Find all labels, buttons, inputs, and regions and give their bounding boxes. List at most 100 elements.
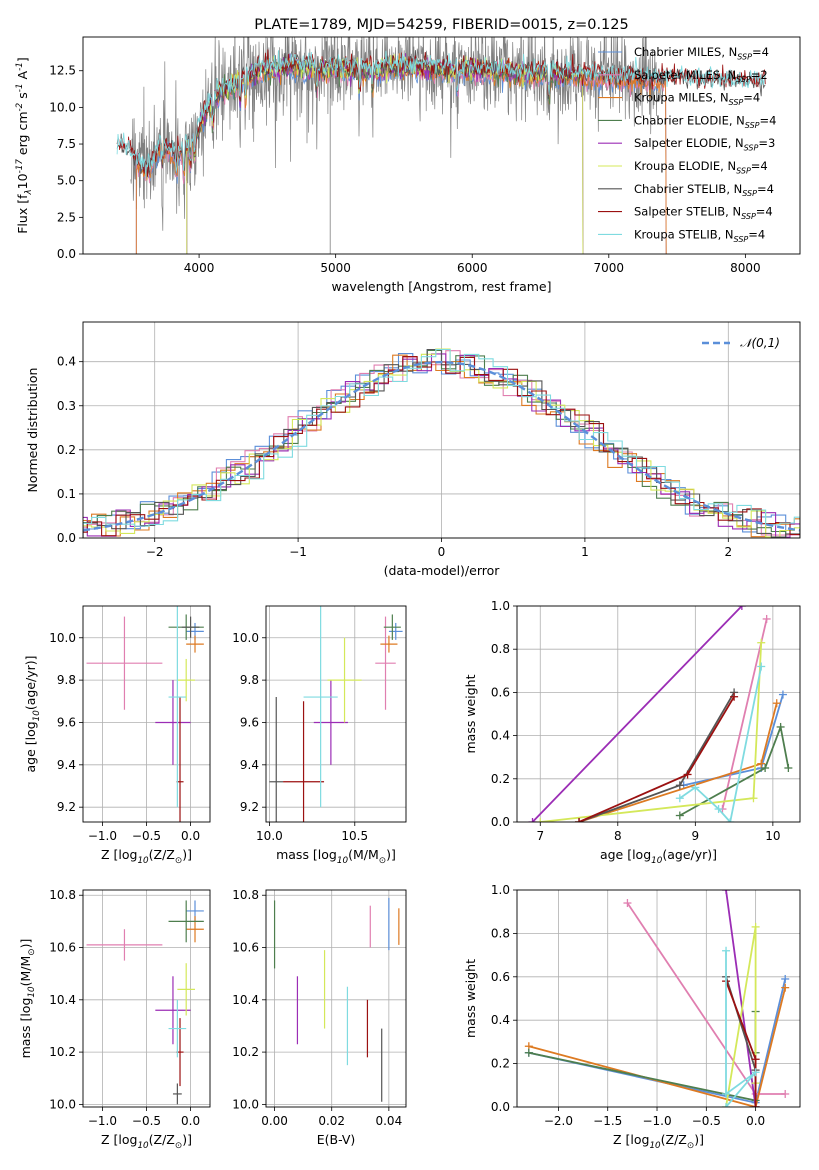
weight-marker-salpeter_elodie — [737, 606, 746, 610]
weight-marker-chabrier_elodie — [524, 1048, 533, 1057]
mass_vs_ebv-errorbars — [273, 897, 400, 1102]
plot-frame — [82, 889, 211, 1108]
x-tick-label: 9 — [692, 829, 700, 843]
y-tick-label: 9.4 — [240, 758, 259, 772]
residuals-axes: −2 −1 0 1 2 0.0 0.1 0.2 0.3 0.4 (data-model)/error… — [25, 321, 801, 578]
weight-marker-chabrier_elodie — [776, 722, 785, 731]
errorbar-kroupa_stelib — [168, 999, 187, 1058]
plot-frame — [516, 889, 801, 1108]
errorbar-salpeter_stelib — [283, 701, 325, 822]
x-tick-label: −0.5 — [692, 1114, 721, 1128]
weight-marker-chabrier_stelib — [675, 781, 684, 790]
weight-marker-kroupa_elodie — [749, 794, 758, 803]
y-tick-label: 2.5 — [57, 210, 76, 224]
weight-marker-kroupa_stelib — [757, 662, 766, 671]
y-tick-label: 0.2 — [491, 1057, 510, 1071]
errorbar-kroupa_miles — [186, 916, 204, 943]
panels: 4000 5000 6000 7000 80000.02.55.07.510.012.5… — [15, 17, 801, 1151]
y-tick-label: 9.8 — [57, 673, 76, 687]
mass_vs_Z-errorbars — [86, 900, 204, 1105]
weight-marker-kroupa_elodie — [536, 818, 545, 822]
x-tick-label: −1.0 — [642, 1114, 671, 1128]
plot-frame — [265, 889, 407, 1108]
y-tick-label: 10.6 — [232, 941, 259, 955]
weight-marker-kroupa_elodie — [751, 922, 760, 931]
y-tick-label: 10.4 — [49, 993, 76, 1007]
y-tick-label: 7.5 — [57, 137, 76, 151]
y-tick-label: 0.0 — [57, 531, 76, 545]
errorbar-chabrier_stelib — [172, 1083, 182, 1105]
mass_vs_Z-x-axis-label: Z [log10​(Z/Z⊙​)] — [101, 1132, 192, 1151]
residuals-x-axis-label: (data-model)/error — [384, 563, 501, 578]
gaussian-reference — [83, 360, 800, 532]
x-tick-label: −1.5 — [593, 1114, 622, 1128]
residual-histograms — [83, 348, 800, 538]
y-tick-label: 0.4 — [491, 1013, 510, 1027]
weight-marker-chabrier_miles — [778, 690, 787, 699]
weight-marker-kroupa_miles — [772, 699, 781, 708]
y-tick-label: 0.1 — [57, 487, 76, 501]
errorbar-chabrier_elodie — [168, 900, 204, 943]
weight-marker-chabrier_elodie — [675, 811, 684, 820]
y-tick-label: 0.4 — [57, 355, 76, 369]
weight-marker-salpeter_miles — [781, 1089, 790, 1098]
residuals-y-axis-label: Normed distribution — [25, 368, 40, 493]
age_vs_mass-x-axis-label: mass [log10​(M/M⊙​)] — [276, 847, 396, 866]
x-tick-label: 7000 — [594, 261, 625, 275]
model-spectrum-kroupa_stelib — [116, 50, 766, 179]
x-tick-label: −0.5 — [132, 1114, 161, 1128]
mass_vs_Z-y-axis-label: mass [log10​(M/M⊙​)] — [18, 939, 37, 1059]
errorbar-chabrier_miles — [388, 622, 403, 640]
errorbar-kroupa_elodie — [177, 658, 196, 702]
age_vs_Z-x-axis-label: Z [log10​(Z/Z⊙​)] — [101, 847, 192, 866]
weight-marker-salpeter_elodie — [528, 818, 537, 822]
x-tick-label: 7 — [536, 829, 544, 843]
y-tick-label: 9.6 — [57, 715, 76, 729]
residual-legend: 𝒩(0,1) — [702, 336, 780, 350]
weight-marker-salpeter_stelib — [683, 770, 692, 779]
y-tick-label: 5.0 — [57, 174, 76, 188]
x-tick-label: 10.5 — [341, 829, 368, 843]
observed-spectrum — [130, 37, 664, 231]
y-tick-label: 0.2 — [57, 443, 76, 457]
y-tick-label: 0.3 — [57, 399, 76, 413]
x-tick-label: 5000 — [320, 261, 351, 275]
x-tick-label: −0.5 — [132, 829, 161, 843]
y-tick-label: 9.8 — [240, 673, 259, 687]
errorbar-kroupa_stelib — [168, 606, 187, 808]
age_vs_Z-errorbars — [86, 606, 204, 822]
legend-label: Kroupa ELODIE, NSSP​=4 — [634, 159, 768, 175]
x-tick-label: −2.0 — [544, 1114, 573, 1128]
errorbar-kroupa_elodie — [177, 963, 196, 1016]
x-tick-label: 0.04 — [375, 1114, 402, 1128]
y-tick-label: 10.0 — [49, 100, 76, 114]
weight-line-salpeter_elodie — [531, 606, 743, 822]
y-tick-label: 0.6 — [491, 685, 510, 699]
x-tick-label: −1.0 — [88, 1114, 117, 1128]
weight-marker-kroupa_stelib — [722, 1089, 731, 1098]
weight_vs_age-axes: 7 8 9 10 0.0 0.2 0.4 0.6 0.8 1.0 age [log10​(age/y… — [463, 599, 801, 866]
weight-marker-kroupa_elodie — [757, 638, 766, 647]
weight_vs_Z-y-axis-label: mass weight — [463, 959, 478, 1038]
y-tick-label: 10.8 — [49, 888, 76, 902]
weight_vs_Z-axes: −2.0 −1.5 −1.0 −0.5 0.0 0.0 0.2 0.4 0.6 0.8 1.0 Z [… — [463, 883, 801, 1151]
errorbar-salpeter_elodie — [313, 680, 348, 765]
y-tick-label: 10.2 — [49, 1045, 76, 1059]
weight_vs_age-x-axis-label: age [log10​(age/yr)] — [600, 847, 717, 866]
legend-label: Salpeter MILES, NSSP​=2 — [634, 68, 768, 84]
errorbar-chabrier_elodie — [383, 614, 401, 640]
weight-marker-kroupa_miles — [757, 759, 766, 768]
x-tick-label: 0.0 — [746, 1114, 765, 1128]
y-tick-label: 9.4 — [57, 758, 76, 772]
y-tick-label: 0.2 — [491, 772, 510, 786]
errorbar-salpeter_miles — [375, 616, 396, 710]
y-tick-label: 10.4 — [232, 993, 259, 1007]
y-tick-label: 9.2 — [240, 800, 259, 814]
weight_vs_age-lines — [528, 606, 793, 822]
weight-marker-salpeter_elodie — [722, 890, 731, 894]
weight-marker-salpeter_stelib — [751, 1055, 760, 1064]
legend-label: Kroupa STELIB, NSSP​=4 — [634, 227, 765, 243]
weight-marker-chabrier_elodie — [784, 764, 793, 772]
weight-line-kroupa_miles — [528, 987, 787, 1107]
